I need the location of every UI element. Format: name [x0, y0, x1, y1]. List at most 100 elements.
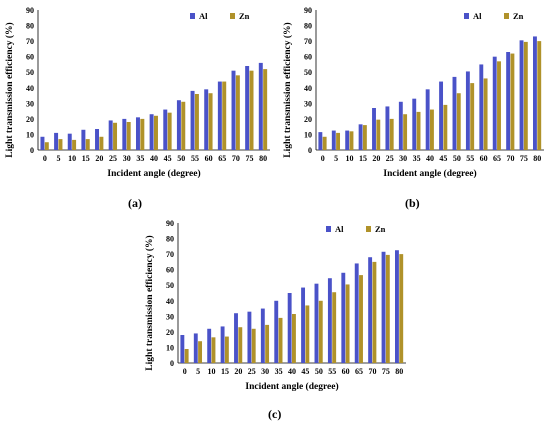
- bar-al: [258, 62, 263, 150]
- x-tick-label: 35: [275, 367, 283, 376]
- bar-al: [372, 108, 376, 150]
- bar-al: [190, 90, 195, 150]
- bar-zn: [184, 349, 189, 363]
- x-tick-label: 10: [346, 154, 354, 163]
- y-tick-label: 60: [26, 53, 34, 62]
- x-tick-label: 55: [191, 154, 199, 163]
- x-tick-label: 80: [259, 154, 267, 163]
- bar-zn: [385, 254, 390, 363]
- x-tick-label: 30: [261, 367, 269, 376]
- bar-al: [301, 287, 306, 363]
- chart-panel-a: 0 10 20 30 40 50 60 70 80 90 0 5 10 15 20 25 30 35 40 45 50 5…: [0, 0, 276, 195]
- bar-al: [395, 250, 399, 363]
- x-tick-label: 45: [164, 154, 172, 163]
- y-tick-label: 80: [166, 235, 174, 244]
- legend-label-al: Al: [199, 11, 208, 21]
- bar-al: [122, 118, 127, 150]
- x-axis-title: Incident angle (degree): [107, 168, 200, 179]
- bar-al: [217, 81, 222, 150]
- bar-zn: [198, 341, 203, 363]
- bar-al: [180, 335, 185, 363]
- bar-zn: [58, 139, 63, 150]
- y-tick-label: 70: [26, 37, 34, 46]
- x-tick-label: 40: [288, 367, 296, 376]
- legend-label-zn: Zn: [513, 11, 524, 21]
- bar-al: [247, 311, 252, 363]
- bar-al: [368, 257, 373, 363]
- bar-zn: [305, 305, 310, 363]
- bar-zn: [318, 300, 323, 363]
- legend-label-zn: Zn: [239, 11, 250, 21]
- x-tick-label: 15: [359, 154, 367, 163]
- bar-al: [385, 106, 390, 150]
- y-tick-label: 80: [304, 22, 312, 31]
- y-tick-label: 30: [26, 99, 34, 108]
- bar-al: [108, 120, 113, 150]
- x-tick-label: 40: [150, 154, 158, 163]
- bar-al: [492, 56, 497, 150]
- x-tick-label: 5: [196, 367, 200, 376]
- x-tick-label: 60: [205, 154, 213, 163]
- legend-swatch-al: [326, 226, 331, 232]
- x-tick-label: 65: [218, 154, 226, 163]
- bar-zn: [126, 122, 131, 150]
- legend-swatch-zn: [366, 226, 371, 232]
- bar-zn: [263, 69, 268, 150]
- bar-al: [519, 40, 524, 150]
- y-tick-label: 40: [26, 84, 34, 93]
- x-tick-label: 5: [56, 154, 60, 163]
- bar-al: [452, 76, 457, 150]
- bar-zn: [510, 53, 515, 151]
- bar-al: [506, 52, 511, 150]
- legend-swatch-al: [464, 13, 469, 19]
- x-axis-title: Incident angle (degree): [383, 168, 476, 179]
- bar-al: [193, 333, 198, 363]
- panel-label-c: (c): [268, 407, 282, 421]
- legend-label-al: Al: [335, 224, 344, 234]
- bar-zn: [292, 314, 296, 363]
- y-tick-label: 20: [166, 328, 174, 337]
- bar-al: [287, 293, 292, 363]
- x-tick-label: 65: [355, 367, 363, 376]
- bar-zn: [211, 337, 216, 363]
- panel-label-b: (b): [405, 196, 420, 210]
- bar-zn: [349, 131, 354, 150]
- y-tick-label: 10: [304, 130, 312, 139]
- x-tick-label: 60: [480, 154, 488, 163]
- bar-zn: [456, 93, 461, 150]
- x-tick-label: 25: [386, 154, 394, 163]
- x-tick-label: 50: [315, 367, 323, 376]
- bar-al: [231, 70, 236, 150]
- x-tick-label: 45: [439, 154, 447, 163]
- legend-swatch-zn: [504, 13, 509, 19]
- bar-zn: [416, 111, 421, 150]
- bar-al: [318, 132, 323, 150]
- y-tick-label: 70: [166, 250, 174, 259]
- bar-zn: [72, 139, 77, 150]
- bar-zn: [399, 254, 404, 363]
- y-tick-label: 60: [166, 266, 174, 275]
- bar-zn: [222, 81, 227, 150]
- y-tick-label: 10: [166, 343, 174, 352]
- bar-zn: [113, 122, 118, 150]
- x-tick-label: 35: [413, 154, 421, 163]
- y-tick-label: 50: [304, 68, 312, 77]
- bar-zn: [278, 317, 283, 363]
- y-tick-label: 10: [26, 130, 34, 139]
- bar-zn: [249, 70, 254, 150]
- bar-al: [331, 130, 336, 150]
- y-tick-label: 30: [304, 99, 312, 108]
- bar-al: [95, 129, 100, 150]
- y-axis-title: Light transmission efficiency (%): [144, 235, 155, 370]
- bar-zn: [140, 118, 145, 150]
- bar-al: [54, 132, 59, 150]
- bar-zn: [224, 336, 229, 363]
- x-tick-label: 30: [399, 154, 407, 163]
- legend-label-al: Al: [473, 11, 482, 21]
- chart-panel-c: 0 10 20 30 40 50 60 70 80 90 0 5 10 15 20 25 30 35 40 45 50 5…: [140, 213, 412, 408]
- bar-al: [479, 64, 484, 150]
- bar-zn: [322, 136, 327, 150]
- bar-zn: [362, 125, 367, 150]
